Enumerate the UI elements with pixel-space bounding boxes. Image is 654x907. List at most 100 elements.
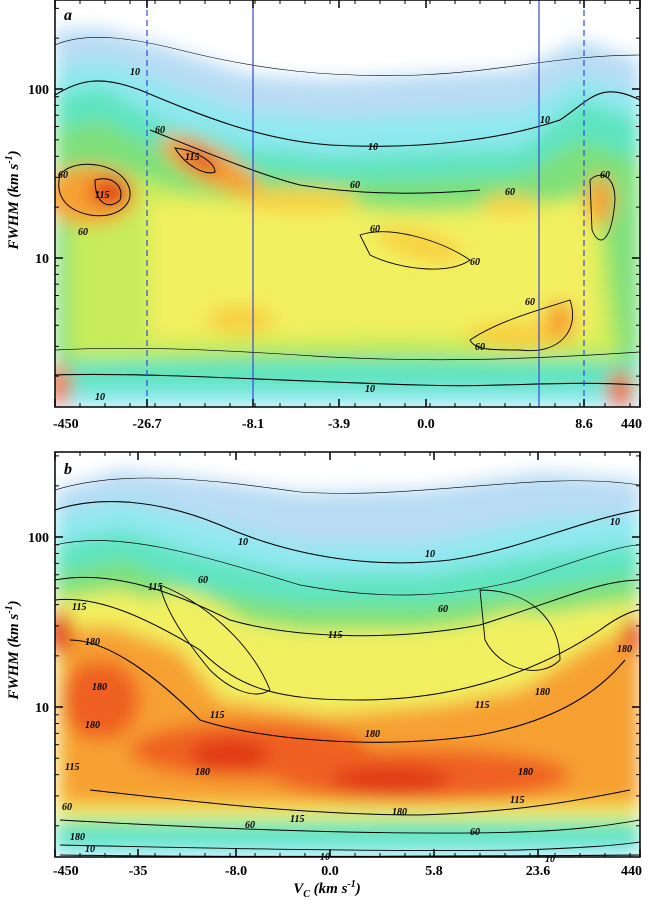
ticks-a-x-tick-label-6: 440	[621, 417, 642, 432]
contour-label-b-7: 60	[438, 604, 448, 615]
contour-label-b-9: 60	[470, 827, 480, 838]
b-blob-right-edge	[622, 617, 640, 653]
contour-label-a-0: 10	[130, 67, 140, 78]
contour-label-b-26: 180	[392, 807, 407, 818]
vertical-lines-a	[146, 0, 585, 407]
contours-a	[55, 37, 640, 387]
frame-b	[54, 451, 641, 858]
panel-b: 10 10 10 10 10 10 60 60 60 60 60 115 115 115 115 115 115…	[4, 451, 642, 900]
b-blob-core-1	[190, 739, 270, 771]
b-blob-diag-yellow	[156, 590, 264, 660]
contour-b-115-low	[59, 819, 640, 834]
contour-label-b-2: 10	[610, 517, 620, 528]
ticks-b-x-tick-label-1: -35	[129, 864, 148, 879]
contour-label-b-25: 180	[518, 767, 533, 778]
contour-label-b-0: 10	[238, 537, 248, 548]
ticks-b-x-tick-label-5: 23.6	[526, 864, 551, 879]
contour-labels-a: 10 10 10 10 10 60 60 60 60 60 60 60 60 60 60 115 115	[58, 67, 610, 403]
contour-label-a-10: 60	[58, 170, 68, 181]
ticks-a-x-tick-label-0: -450	[53, 417, 79, 432]
contour-a-bottom2	[55, 347, 640, 361]
contour-b-10-top	[55, 501, 640, 564]
contour-label-b-4: 10	[545, 854, 555, 865]
contour-label-a-6: 60	[350, 180, 360, 191]
frame-a	[54, 0, 641, 408]
a-blob-mid1	[240, 188, 360, 212]
contour-a-60-right	[589, 174, 616, 241]
a-band-6	[150, 200, 600, 340]
a-blob-corner-r	[608, 370, 632, 407]
ticks-a-x-tick-label-1: -26.7	[132, 417, 161, 432]
a-blob-mid3	[480, 195, 540, 215]
y-axis-title-b: FWHM (km s-1)	[4, 600, 22, 700]
contour-label-a-7: 60	[470, 257, 480, 268]
contour-label-b-1: 10	[425, 549, 435, 560]
contour-label-b-15: 115	[65, 762, 79, 773]
contour-label-a-3: 10	[365, 384, 375, 395]
contours-b	[55, 477, 640, 857]
contour-a-115-diag	[174, 147, 216, 174]
ticks-a-y-tick-label-1: 100	[28, 83, 49, 98]
contour-label-a-5: 60	[155, 125, 165, 136]
contour-label-a-16: 115	[185, 152, 199, 163]
b-blob-left-edge	[55, 610, 72, 654]
ticks-b-x-tick-label-6: 440	[621, 864, 642, 879]
heatmap-a	[55, 0, 640, 407]
contour-label-a-12: 60	[475, 342, 485, 353]
contour-label-b-19: 180	[85, 637, 100, 648]
a-blob-right	[586, 175, 614, 225]
contour-label-a-13: 60	[600, 170, 610, 181]
ticks-b: 10 100 -450 -35 -8.0 0.0 5.8 23.6 440	[28, 452, 642, 879]
ticks-b-x-tick-label-4: 5.8	[425, 864, 443, 879]
contour-label-b-17: 115	[510, 795, 524, 806]
contour-label-b-28: 180	[70, 832, 85, 843]
ticks-a-x-tick-label-3: -3.9	[328, 417, 350, 432]
b-blob-core-2	[330, 766, 450, 794]
contour-b-60-low	[59, 841, 640, 851]
contour-a-60-left	[58, 163, 131, 217]
contour-label-a-2: 10	[540, 115, 550, 126]
b-blob-right-yellow	[456, 611, 544, 669]
ticks-a: 10 100 -450 -26.7 -8.1 -3.9 0.0 8.6 440	[28, 0, 642, 432]
contour-label-b-22: 180	[365, 729, 380, 740]
b-blob-left-mid	[60, 660, 140, 740]
contour-a-low-top	[55, 37, 640, 76]
contour-a-115-left	[94, 178, 122, 206]
contour-label-b-6: 60	[198, 575, 208, 586]
a-blob-corner-l	[55, 363, 70, 407]
heatmap-b	[55, 452, 640, 857]
ticks-a-x-tick-label-5: 8.6	[575, 417, 593, 432]
contour-a-10-top	[55, 80, 640, 147]
contour-a-60-diag	[149, 129, 481, 194]
contour-a-10-bottom	[55, 373, 640, 387]
ticks-b-x-tick-label-3: 0.0	[321, 864, 339, 879]
a-blob-diag-core	[180, 147, 220, 173]
contour-label-b-18: 115	[210, 710, 224, 721]
contour-label-a-15: 115	[95, 190, 109, 201]
y-axis-title-a: FWHM (km s-1)	[4, 150, 22, 250]
contour-b-180-low	[89, 789, 631, 816]
panel-letter-b: b	[64, 461, 72, 478]
contour-b-diag	[159, 584, 271, 695]
contour-label-a-1: 10	[368, 142, 378, 153]
contour-b-20	[55, 540, 640, 596]
contour-a-60-mid	[359, 231, 471, 270]
contour-a-60-lowright	[469, 299, 573, 352]
contour-label-b-23: 180	[195, 767, 210, 778]
contour-label-a-11: 60	[370, 224, 380, 235]
contour-label-b-13: 115	[328, 630, 342, 641]
contour-label-b-12: 115	[72, 602, 86, 613]
ticks-a-x-tick-label-2: -8.1	[242, 417, 264, 432]
x-axis-title: VC (km s-1)	[293, 879, 361, 900]
ticks-a-x-tick-label-4: 0.0	[417, 417, 435, 432]
contour-label-b-8: 60	[245, 820, 255, 831]
contour-label-a-4: 10	[95, 392, 105, 403]
panel-letter-a: a	[64, 7, 72, 24]
ticks-b-y-tick-label-0: 10	[35, 701, 49, 716]
ticks-b-x-tick-label-2: -8.0	[225, 864, 247, 879]
ticks-b-x-tick-label-0: -450	[53, 864, 79, 879]
contour-b-right-loop	[479, 589, 561, 671]
contour-label-b-27: 180	[617, 644, 632, 655]
